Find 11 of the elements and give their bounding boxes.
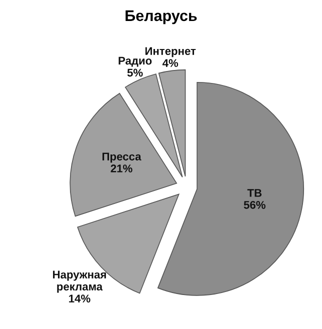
data-label: 56% — [244, 200, 266, 209]
slice-label: Интернет — [145, 47, 196, 58]
data-label: 5% — [127, 68, 143, 77]
chart-title: Беларусь — [126, 10, 197, 24]
slice-label: Наружная реклама — [53, 270, 106, 293]
data-label: 4% — [162, 59, 178, 67]
slice-label: ТВ — [247, 189, 262, 197]
data-label: 21% — [110, 164, 132, 172]
data-label: 14% — [69, 294, 90, 302]
slice-label: Пресса — [102, 152, 142, 163]
slice-label: Радио — [118, 56, 152, 67]
